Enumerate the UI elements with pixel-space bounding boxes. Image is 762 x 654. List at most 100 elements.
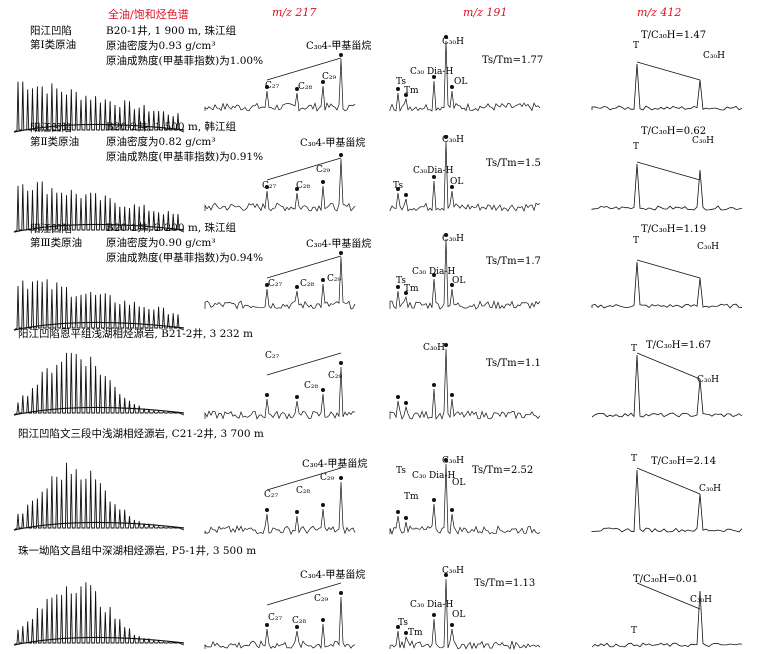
row6-mz217-connector xyxy=(266,582,342,606)
row3-ts-tm-ratio: Ts/Tm=1.7 xyxy=(486,256,541,267)
row2-info-maturity: 原油成熟度(甲基菲指数)为0.91% xyxy=(106,151,264,163)
row2-mz412-trace xyxy=(591,161,743,211)
row1-whole-oil-chromatogram-baseline xyxy=(13,123,185,133)
row5-diah-label: C₃₀ Dia-H xyxy=(412,471,456,481)
row1-ol-label: OL xyxy=(454,77,468,87)
row1-mz191-trace-peak-marker-1 xyxy=(404,93,408,97)
header-mz217-text: m/z 217 xyxy=(272,6,317,19)
row1-group-label: 阳江凹陷 第Ⅰ类原油 xyxy=(30,24,76,52)
row2-mz191-trace-peak-marker-1 xyxy=(404,193,408,197)
row6-mz191-trace xyxy=(389,573,541,651)
row6-mz191-trace-peak-marker-2 xyxy=(432,613,436,617)
row5-mz217-trace-peak-marker-0 xyxy=(265,508,269,512)
row1-mz412-connector xyxy=(636,61,701,81)
row3-t-label: T xyxy=(633,236,640,246)
row5-whole-oil-chromatogram xyxy=(13,462,185,531)
row3-diah-label: C₃₀ Dia-H xyxy=(412,267,456,277)
row1-info: B20-1井, 1 900 m, 珠江组 原油密度为0.93 g/cm³ 原油成… xyxy=(106,24,263,69)
row2-mz191-trace-peak-marker-2 xyxy=(432,175,436,179)
row1-mz412-trace xyxy=(591,61,743,111)
row1-group-line1: 阳江凹陷 xyxy=(30,25,72,37)
row2-mz412-line xyxy=(591,163,743,211)
row5-mz191-trace-peak-marker-1 xyxy=(404,516,408,520)
row1-info-density: 原油密度为0.93 g/cm³ xyxy=(106,40,216,52)
row4-mz191-trace-trace xyxy=(389,348,541,420)
row6-mz191-trace-peak-marker-1 xyxy=(404,631,408,635)
row3-mz217-connector xyxy=(266,255,342,279)
row4-t-c30h-ratio: T/C₃₀H=1.67 xyxy=(646,340,712,351)
row6-mz217-trace-peak-marker-3 xyxy=(339,591,343,595)
row2-mz412-connector xyxy=(636,161,701,181)
row4-ts-tm-ratio: Ts/Tm=1.1 xyxy=(486,358,541,369)
row6-mz217-trace-peak-marker-0 xyxy=(265,623,269,627)
row2-group-line2: 第Ⅱ类原油 xyxy=(30,136,80,148)
row6-c29-label: C₂₉ xyxy=(314,594,329,604)
row5-mz191-trace-peak-marker-4 xyxy=(450,508,454,512)
row4-mz217-trace-trace xyxy=(204,366,356,420)
row5-mz191-trace-peak-marker-2 xyxy=(432,498,436,502)
row5-mz191-trace xyxy=(389,458,541,535)
row1-group-line2: 第Ⅰ类原油 xyxy=(30,39,77,51)
row1-mz217-trace-peak-marker-1 xyxy=(295,87,299,91)
row4-mz217-trace-peak-marker-1 xyxy=(295,395,299,399)
row3-mz412-trace xyxy=(591,259,743,309)
row2-t-c30h-ratio: T/C₃₀H=0.62 xyxy=(641,126,707,137)
row2-mz217-trace-peak-marker-1 xyxy=(295,187,299,191)
row4-c30h-label: C₃₀H xyxy=(423,343,445,353)
row4-whole-oil-chromatogram-trace xyxy=(13,352,185,416)
row2-mz217-trace-trace xyxy=(204,158,356,212)
row6-mz217-main-label: C₃₀4-甲基甾烷 xyxy=(300,570,366,581)
row3-c30h-label: C₃₀H xyxy=(442,234,464,244)
row6-mz217-trace-peak-marker-1 xyxy=(295,625,299,629)
row3-mz217-main-label: C₃₀4-甲基甾烷 xyxy=(306,239,372,250)
row1-mz217-connector xyxy=(266,57,342,81)
row1-mz217-trace-trace xyxy=(204,58,356,112)
row5-c27-label: C₂₇ xyxy=(264,490,279,500)
row1-mz412-line xyxy=(591,63,743,111)
row2-c28-label: C₂₈ xyxy=(296,181,311,191)
row6-mz191-trace-peak-marker-4 xyxy=(450,623,454,627)
row4-mz412-line xyxy=(591,354,743,418)
row4-mz217-trace-peak-marker-3 xyxy=(339,361,343,365)
row3-mz191-trace xyxy=(389,233,541,310)
row3-ol-label: OL xyxy=(452,276,466,286)
row2-t-label: T xyxy=(633,142,640,152)
row4-sample-title: 阳江凹陷恩平组浅湖相烃源岩, B21-2井, 3 232 m xyxy=(18,328,254,340)
row1-whole-oil-chromatogram-trace xyxy=(13,81,185,133)
row2-c27-label: C₂₇ xyxy=(262,181,277,191)
row3-ts-label: Ts xyxy=(396,276,406,286)
header-mz217: m/z 217 xyxy=(272,6,316,19)
row2-mz191-trace-trace xyxy=(389,140,541,212)
row3-mz191-trace-trace xyxy=(389,238,541,310)
row2-412-c30h-label: C₃₀H xyxy=(692,136,714,146)
row4-whole-oil-chromatogram xyxy=(13,352,185,416)
row3-c29-label: C₂₉ xyxy=(327,274,342,284)
row3-info-density: 原油密度为0.90 g/cm³ xyxy=(106,237,216,249)
row4-mz191-trace-peak-marker-4 xyxy=(450,393,454,397)
row1-mz191-trace-peak-marker-3 xyxy=(444,35,448,39)
row5-c30h-label: C₃₀H xyxy=(442,456,464,466)
row5-ts-label: Ts xyxy=(396,466,406,476)
row1-info-maturity: 原油成熟度(甲基菲指数)为1.00% xyxy=(106,55,264,67)
row1-tm-label: Tm xyxy=(404,86,419,96)
row1-whole-oil-chromatogram xyxy=(13,81,185,133)
row2-whole-oil-chromatogram-baseline xyxy=(13,223,185,233)
row3-whole-oil-chromatogram xyxy=(13,279,185,331)
row5-mz217-trace-peak-marker-1 xyxy=(295,510,299,514)
row5-ol-label: OL xyxy=(452,478,466,488)
row5-mz191-trace-peak-marker-0 xyxy=(396,510,400,514)
row3-mz217-trace-peak-marker-3 xyxy=(339,251,343,255)
row6-ts-label: Ts xyxy=(398,618,408,628)
row5-c28-label: C₂₈ xyxy=(296,486,311,496)
row2-c29-label: C₂₉ xyxy=(316,165,331,175)
row1-mz217-trace-peak-marker-0 xyxy=(265,85,269,89)
row2-info-density: 原油密度为0.82 g/cm³ xyxy=(106,136,216,148)
row1-c28-label: C₂₈ xyxy=(298,82,313,92)
row5-t-label: T xyxy=(631,454,638,464)
row6-whole-oil-chromatogram xyxy=(13,582,185,646)
row6-mz217-trace-trace xyxy=(204,596,356,650)
row1-mz191-trace xyxy=(389,35,541,113)
row3-info-maturity: 原油成熟度(甲基菲指数)为0.94% xyxy=(106,252,264,264)
row6-diah-label: C₃₀ Dia-H xyxy=(410,600,454,610)
row4-mz412-connector xyxy=(636,352,701,380)
